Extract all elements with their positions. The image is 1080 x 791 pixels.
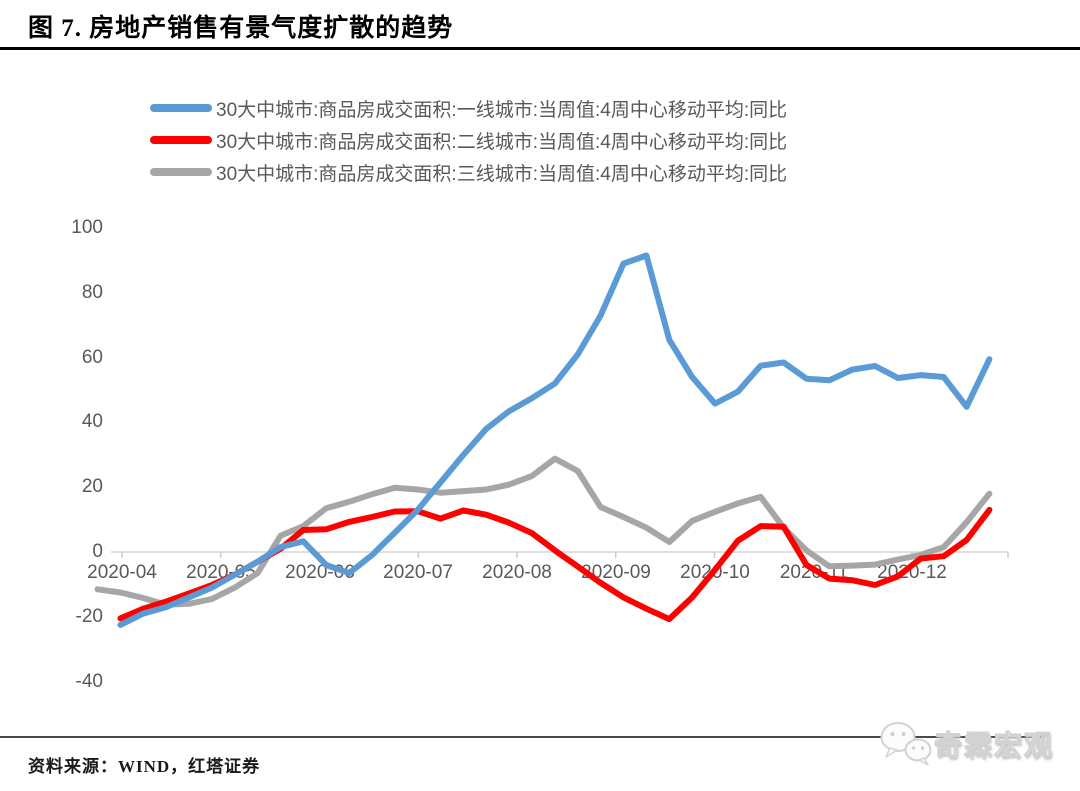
x-axis-tick-label: 2020-04 [87,562,157,583]
legend-item-first-tier: 30大中城市:商品房成交面积:一线城市:当周值:4周中心移动平均:同比 [150,92,787,124]
footer-divider [0,736,1045,738]
legend-label: 30大中城市:商品房成交面积:三线城市:当周值:4周中心移动平均:同比 [216,163,788,185]
x-axis-tick-label: 2020-11 [779,562,849,583]
y-axis-tick-label: 100 [71,217,103,238]
x-axis-tick-label: 2020-05 [186,562,256,583]
y-axis-tick-label: 20 [81,476,103,497]
watermark: 奇霖宏观 [878,718,1054,770]
legend-item-second-tier: 30大中城市:商品房成交面积:二线城市:当周值:4周中心移动平均:同比 [150,124,787,156]
y-axis-tick-label: 40 [81,411,103,432]
title-divider [0,47,1080,50]
legend-swatch-third-tier [150,168,212,176]
y-axis-tick-label: 80 [81,282,103,303]
chart-legend: 30大中城市:商品房成交面积:一线城市:当周值:4周中心移动平均:同比 30大中… [150,92,787,188]
y-axis-tick-label: 0 [92,541,103,562]
legend-swatch-second-tier [150,136,212,144]
y-axis-tick-label: -40 [75,671,103,692]
x-axis-tick-label: 2020-06 [285,562,355,583]
x-axis-tick-label: 2020-07 [383,562,453,583]
wechat-icon [880,722,932,766]
x-axis-tick-label: 2020-08 [482,562,552,583]
y-axis-tick-label: 60 [81,347,103,368]
legend-swatch-first-tier [150,104,212,112]
y-axis-tick-label: -20 [75,606,103,627]
legend-label: 30大中城市:商品房成交面积:二线城市:当周值:4周中心移动平均:同比 [216,131,788,153]
x-axis-tick-label: 2020-10 [680,562,750,583]
watermark-text: 奇霖宏观 [933,730,1055,762]
legend-label: 30大中城市:商品房成交面积:一线城市:当周值:4周中心移动平均:同比 [216,99,788,121]
x-axis-tick-label: 2020-12 [877,562,947,583]
page-title: 图 7. 房地产销售有景气度扩散的趋势 [28,15,454,42]
legend-item-third-tier: 30大中城市:商品房成交面积:三线城市:当周值:4周中心移动平均:同比 [150,156,787,188]
x-axis-tick-label: 2020-09 [581,562,651,583]
source-text: 资料来源：WIND，红塔证券 [28,757,261,776]
